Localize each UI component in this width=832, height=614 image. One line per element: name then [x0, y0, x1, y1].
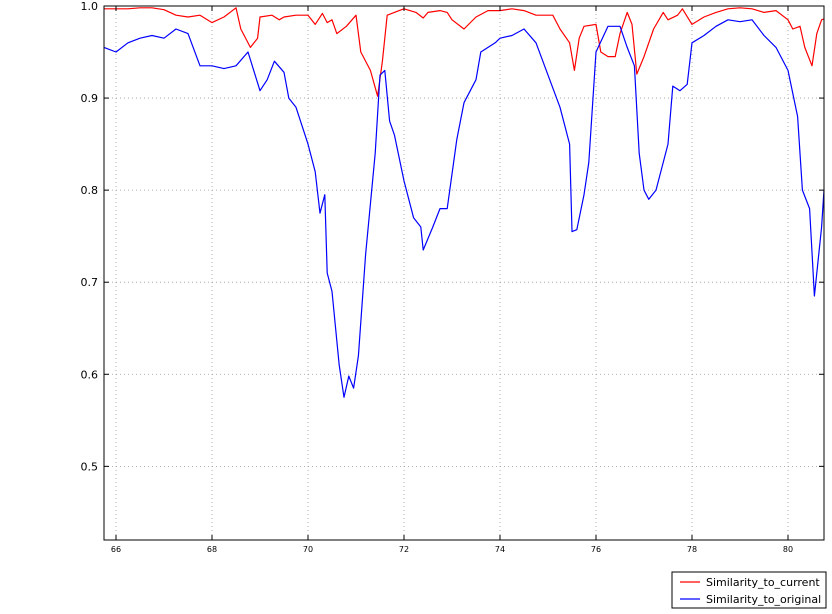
legend-label: Similarity_to_current [706, 576, 820, 589]
x-tick-label: 76 [591, 545, 601, 554]
series-line-2 [103, 19, 825, 398]
x-tick-label: 78 [687, 545, 697, 554]
y-tick-label: 0.9 [81, 92, 99, 105]
legend-label: Similarity_to_original [706, 593, 821, 606]
x-tick-label: 66 [111, 545, 121, 554]
x-tick-label: 70 [303, 545, 313, 554]
y-tick-label: 0.5 [81, 460, 99, 473]
series-group [103, 7, 825, 398]
legend: Similarity_to_current Similarity_to_origi… [671, 571, 827, 609]
legend-box [671, 571, 827, 609]
plot-frame [103, 5, 825, 541]
y-tick-label: 0.7 [81, 276, 99, 289]
y-tick-label: 1.0 [81, 0, 99, 13]
x-tick-label: 68 [207, 545, 217, 554]
series-line-1 [104, 7, 825, 97]
y-tick-label: 0.8 [81, 184, 99, 197]
x-tick-label: 74 [495, 545, 505, 554]
x-tick-label: 72 [399, 545, 409, 554]
y-tick-label: 0.6 [81, 368, 99, 381]
ticks: 66 68 70 72 74 76 78 80 0.5 0.6 0.7 0.8 0.9 1.0 [81, 0, 824, 554]
x-tick-label: 80 [783, 545, 793, 554]
